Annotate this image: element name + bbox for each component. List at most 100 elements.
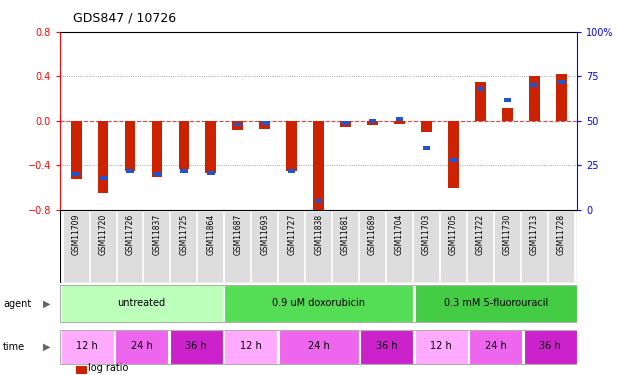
Text: 36 h: 36 h [376, 341, 398, 351]
Bar [305, 211, 331, 282]
Bar [98, 121, 109, 193]
Text: log ratio: log ratio [88, 363, 129, 373]
Text: 24 h: 24 h [131, 341, 153, 351]
Bar [224, 285, 413, 322]
Bar [90, 211, 115, 282]
Text: GSM11722: GSM11722 [476, 214, 485, 255]
Bar [359, 211, 385, 282]
Text: GDS847 / 10726: GDS847 / 10726 [73, 11, 175, 24]
Bar [206, 121, 216, 173]
Bar [225, 211, 251, 282]
Bar [71, 121, 81, 179]
Bar [198, 211, 223, 282]
Bar [557, 80, 565, 84]
Text: GSM11689: GSM11689 [368, 214, 377, 255]
Bar [475, 82, 486, 121]
Text: GSM11704: GSM11704 [395, 214, 404, 255]
Text: 24 h: 24 h [308, 341, 329, 351]
Bar [117, 211, 143, 282]
Bar [179, 121, 189, 169]
Text: 36 h: 36 h [540, 341, 561, 351]
Bar [61, 330, 114, 364]
Bar [413, 211, 439, 282]
Bar [423, 146, 430, 150]
Bar [396, 117, 403, 121]
Bar [259, 121, 270, 129]
Text: GSM11837: GSM11837 [153, 214, 162, 255]
Text: 36 h: 36 h [186, 341, 207, 351]
Bar [360, 330, 413, 364]
Bar [207, 171, 215, 174]
Text: 12 h: 12 h [240, 341, 261, 351]
Bar [367, 121, 378, 125]
Text: 12 h: 12 h [76, 341, 98, 351]
Bar [261, 121, 269, 124]
Text: GSM11705: GSM11705 [449, 214, 458, 255]
Bar [234, 123, 242, 126]
Bar [151, 121, 162, 177]
Text: GSM11864: GSM11864 [206, 214, 215, 255]
Bar [529, 76, 540, 121]
Text: GSM11709: GSM11709 [71, 214, 81, 255]
Bar [502, 108, 512, 121]
Bar [450, 158, 457, 162]
Text: GSM11726: GSM11726 [126, 214, 134, 255]
Text: GSM11703: GSM11703 [422, 214, 431, 255]
Bar [99, 176, 107, 180]
Bar [476, 87, 484, 91]
Text: GSM11728: GSM11728 [557, 214, 566, 255]
Bar [143, 211, 169, 282]
Bar [531, 83, 538, 87]
Bar [332, 211, 358, 282]
Bar [440, 211, 466, 282]
Bar [521, 211, 546, 282]
Text: ▶: ▶ [43, 299, 50, 309]
Bar [556, 74, 567, 121]
Text: agent: agent [3, 299, 32, 309]
Bar [170, 211, 196, 282]
Bar [369, 119, 376, 123]
Bar [286, 121, 297, 171]
Text: GSM11713: GSM11713 [530, 214, 539, 255]
Text: 0.9 uM doxorubicin: 0.9 uM doxorubicin [272, 298, 365, 308]
Bar [60, 210, 577, 283]
Bar [278, 211, 304, 282]
Text: GSM11730: GSM11730 [503, 214, 512, 255]
Bar [504, 98, 511, 102]
Bar [170, 330, 223, 364]
Bar [232, 121, 243, 130]
Bar [448, 121, 459, 188]
Bar [340, 121, 351, 126]
Bar [386, 211, 412, 282]
Text: GSM11681: GSM11681 [341, 214, 350, 255]
Text: 12 h: 12 h [430, 341, 452, 351]
Text: untreated: untreated [117, 298, 166, 308]
Text: 0.3 mM 5-fluorouracil: 0.3 mM 5-fluorouracil [444, 298, 548, 308]
Bar [251, 211, 277, 282]
Bar [415, 330, 468, 364]
Bar [315, 199, 322, 203]
Bar [73, 172, 80, 176]
Text: ▶: ▶ [43, 342, 50, 352]
Bar [524, 330, 577, 364]
Bar [61, 285, 223, 322]
Bar [494, 211, 520, 282]
Text: GSM11720: GSM11720 [98, 214, 107, 255]
Bar [279, 330, 358, 364]
Bar [394, 121, 405, 124]
Bar [421, 121, 432, 132]
Bar [153, 172, 161, 176]
Bar [224, 330, 277, 364]
Bar [288, 169, 295, 173]
Bar [126, 169, 134, 173]
Text: 24 h: 24 h [485, 341, 507, 351]
Bar [62, 211, 88, 282]
Bar [467, 211, 493, 282]
Bar [548, 211, 574, 282]
Bar [469, 330, 522, 364]
Bar [180, 169, 187, 173]
Text: GSM11687: GSM11687 [233, 214, 242, 255]
Text: GSM11727: GSM11727 [287, 214, 296, 255]
Bar [342, 121, 350, 124]
Text: time: time [3, 342, 25, 352]
